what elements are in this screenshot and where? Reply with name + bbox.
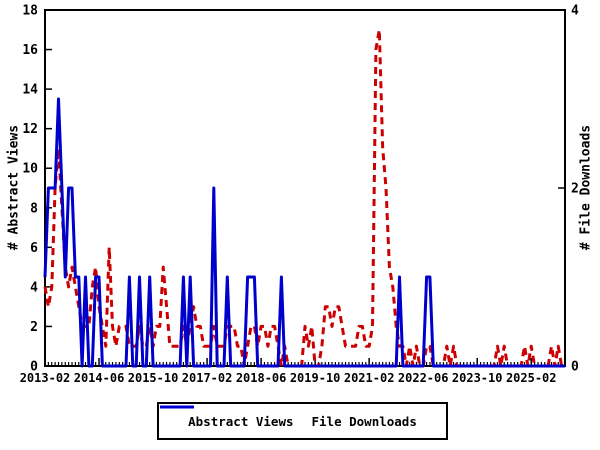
x-axis-tick-label: 2021-02 xyxy=(344,371,395,385)
x-axis-tick-label: 2013-02 xyxy=(20,371,71,385)
left-axis-tick-label: 2 xyxy=(30,320,38,335)
left-axis-tick-label: 16 xyxy=(22,43,38,58)
left-axis-tick-label: 14 xyxy=(22,83,38,98)
x-axis-tick-label: 2017-02 xyxy=(182,371,233,385)
right-axis-tick-label: 0 xyxy=(571,360,579,375)
legend-label-abstract-views: Abstract Views xyxy=(188,413,294,429)
legend-entry-file-downloads: File Downloads xyxy=(160,405,417,429)
left-axis-tick-label: 18 xyxy=(22,4,38,19)
x-axis-tick-label: 2023-10 xyxy=(452,371,503,385)
x-axis-tick-label: 2018-06 xyxy=(236,371,287,385)
left-axis-tick-label: 8 xyxy=(30,201,38,216)
file-downloads-line xyxy=(43,97,565,368)
x-axis-tick-label: 2015-10 xyxy=(128,371,179,385)
left-axis-tick-label: 12 xyxy=(22,122,38,137)
file-downloads-line-swatch xyxy=(160,405,194,409)
legend-label-file-downloads: File Downloads xyxy=(311,413,417,429)
left-axis-title: # Abstract Views xyxy=(6,124,22,251)
legend-box: Abstract Views File Downloads xyxy=(157,402,448,440)
right-axis-tick-label: 4 xyxy=(571,4,579,19)
left-axis-tick-label: 6 xyxy=(30,241,38,256)
abstract-views-line xyxy=(43,28,565,368)
x-axis-tick-label: 2025-02 xyxy=(506,371,557,385)
x-axis-tick-label: 2022-06 xyxy=(398,371,449,385)
left-axis-tick-label: 4 xyxy=(30,280,38,295)
plot-border xyxy=(44,9,566,367)
right-axis-tick-label: 2 xyxy=(571,182,579,197)
x-axis-tick-label: 2019-10 xyxy=(290,371,341,385)
x-axis-tick-label: 2014-06 xyxy=(74,371,125,385)
left-axis-tick-label: 0 xyxy=(30,360,38,375)
left-axis-tick-label: 10 xyxy=(22,162,38,177)
right-axis-title: # File Downloads xyxy=(578,124,594,251)
legend-entry-abstract-views: Abstract Views xyxy=(160,405,294,429)
